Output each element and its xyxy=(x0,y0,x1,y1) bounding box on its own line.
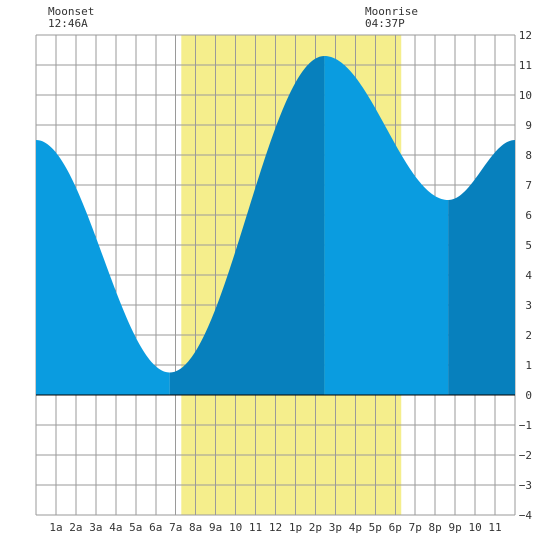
x-tick-label: 6a xyxy=(149,521,162,534)
x-tick-label: 11 xyxy=(488,521,501,534)
x-tick-label: 11 xyxy=(249,521,262,534)
y-tick-label: 8 xyxy=(525,149,532,162)
y-tick-label: −4 xyxy=(519,509,533,522)
x-tick-label: 7p xyxy=(409,521,422,534)
y-tick-label: 10 xyxy=(519,89,532,102)
x-tick-label: 2a xyxy=(69,521,82,534)
y-tick-label: 0 xyxy=(525,389,532,402)
y-tick-label: 11 xyxy=(519,59,532,72)
y-tick-label: 6 xyxy=(525,209,532,222)
x-tick-label: 7a xyxy=(169,521,182,534)
y-tick-label: 3 xyxy=(525,299,532,312)
x-tick-label: 5a xyxy=(129,521,142,534)
y-tick-label: −3 xyxy=(519,479,532,492)
tide-area-segment xyxy=(36,140,170,395)
y-tick-label: 5 xyxy=(525,239,532,252)
x-tick-label: 8a xyxy=(189,521,202,534)
y-tick-label: 7 xyxy=(525,179,532,192)
x-tick-label: 1a xyxy=(49,521,62,534)
y-tick-label: 12 xyxy=(519,29,532,42)
y-tick-label: −2 xyxy=(519,449,532,462)
y-tick-label: 2 xyxy=(525,329,532,342)
x-tick-label: 10 xyxy=(468,521,481,534)
y-tick-label: 9 xyxy=(525,119,532,132)
moonrise-time: 04:37P xyxy=(365,17,405,30)
y-tick-label: −1 xyxy=(519,419,532,432)
tide-area-segment xyxy=(324,56,449,395)
y-tick-label: 4 xyxy=(525,269,532,282)
tide-area xyxy=(36,56,515,395)
x-tick-label: 4a xyxy=(109,521,122,534)
moonset-label: Moonset 12:46A xyxy=(48,6,94,30)
x-tick-label: 5p xyxy=(369,521,382,534)
x-tick-label: 6p xyxy=(389,521,402,534)
x-tick-label: 12 xyxy=(269,521,282,534)
x-tick-label: 8p xyxy=(429,521,442,534)
x-tick-label: 9a xyxy=(209,521,222,534)
tide-area-segment xyxy=(169,56,325,395)
x-axis-tick-labels: 1a 2a 3a 4a 5a 6a 7a 8a 9a 10 11 12 1p 2p 3p 4p 5p 6p 7p 8p… xyxy=(49,521,501,534)
y-tick-label: 1 xyxy=(525,359,532,372)
x-tick-label: 3p xyxy=(329,521,342,534)
x-tick-label: 9p xyxy=(449,521,462,534)
x-tick-label: 3a xyxy=(89,521,102,534)
moonset-time: 12:46A xyxy=(48,17,88,30)
moonrise-title: Moonrise xyxy=(365,5,418,18)
x-tick-label: 10 xyxy=(229,521,242,534)
x-tick-label: 2p xyxy=(309,521,322,534)
x-tick-label: 4p xyxy=(349,521,362,534)
moonrise-label: Moonrise 04:37P xyxy=(365,6,418,30)
tide-area-segment xyxy=(448,140,515,395)
moonset-title: Moonset xyxy=(48,5,95,18)
x-tick-label: 1p xyxy=(289,521,302,534)
